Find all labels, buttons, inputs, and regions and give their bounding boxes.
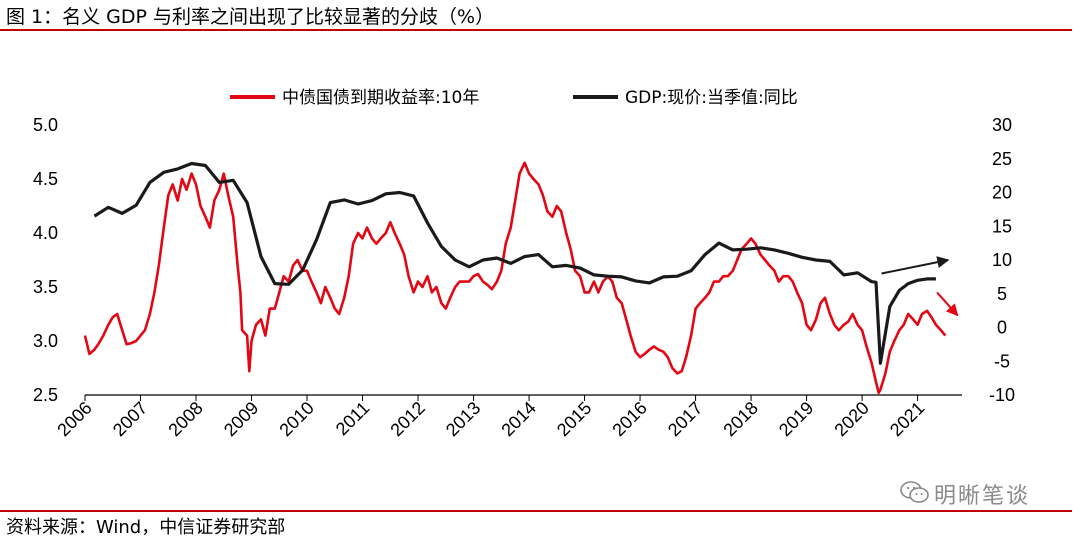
x-tick-label: 2008 [164,398,206,440]
y-right-tick-label: 5 [997,284,1007,304]
series-line-gdp [93,161,936,365]
y-right-tick-label: 20 [992,183,1012,203]
watermark-text: 明晰笔谈 [934,484,1031,509]
bottom-divider [0,510,1072,512]
y-left-tick-label: 4.0 [33,223,58,243]
wechat-icon [900,479,930,509]
watermark: 明晰笔谈 [900,478,1030,510]
y-left-tick-label: 3.5 [33,277,58,297]
legend-label-yield: 中债国债到期收益率:10年 [282,88,479,108]
series-line-yield [83,161,947,395]
x-tick-label: 2013 [442,398,484,440]
x-tick-label: 2015 [553,398,595,440]
x-tick-label: 2017 [664,398,706,440]
annotation-arrow-up [881,256,950,275]
top-divider [0,29,1072,31]
y-right-tick-label: 10 [992,250,1012,270]
y-right-tick-label: 25 [992,149,1012,169]
x-tick-label: 2019 [775,398,817,440]
y-left-tick-label: 2.5 [33,385,58,405]
annotation-arrow-down [936,291,959,317]
figure-title: 图 1：名义 GDP 与利率之间出现了比较显著的分歧（%） [6,6,495,28]
x-tick-label: 2012 [386,398,428,440]
y-right-tick-label: 15 [992,216,1012,236]
chart: 中债国债到期收益率:10年 GDP:现价:当季值:同比 5.0 4.5 4.0 3.5… [33,88,1015,440]
x-tick-label: 2010 [275,398,317,440]
y-left-tick-label: 4.5 [33,169,58,189]
y-right-tick-label: 0 [997,318,1007,338]
x-tick-label: 2006 [53,398,95,440]
y-right-tick-label: -5 [994,351,1010,371]
x-tick-label: 2020 [830,398,872,440]
source-note: 资料来源：Wind，中信证券研究部 [6,517,286,538]
y-left-tick-label: 5.0 [33,115,58,135]
y-left-tick-label: 3.0 [33,331,58,351]
x-tick-label: 2018 [719,398,761,440]
x-tick-label: 2021 [886,398,928,440]
legend-label-gdp: GDP:现价:当季值:同比 [625,88,798,108]
x-tick-label: 2011 [332,398,374,440]
x-tick-label: 2014 [497,398,539,440]
x-tick-label: 2009 [220,398,262,440]
y-right-tick-label: 30 [992,115,1012,135]
x-tick-label: 2007 [109,398,151,440]
chart-legend: 中债国债到期收益率:10年 GDP:现价:当季值:同比 [230,88,798,108]
x-tick-label: 2016 [608,398,650,440]
y-right-tick-label: -10 [989,385,1015,405]
